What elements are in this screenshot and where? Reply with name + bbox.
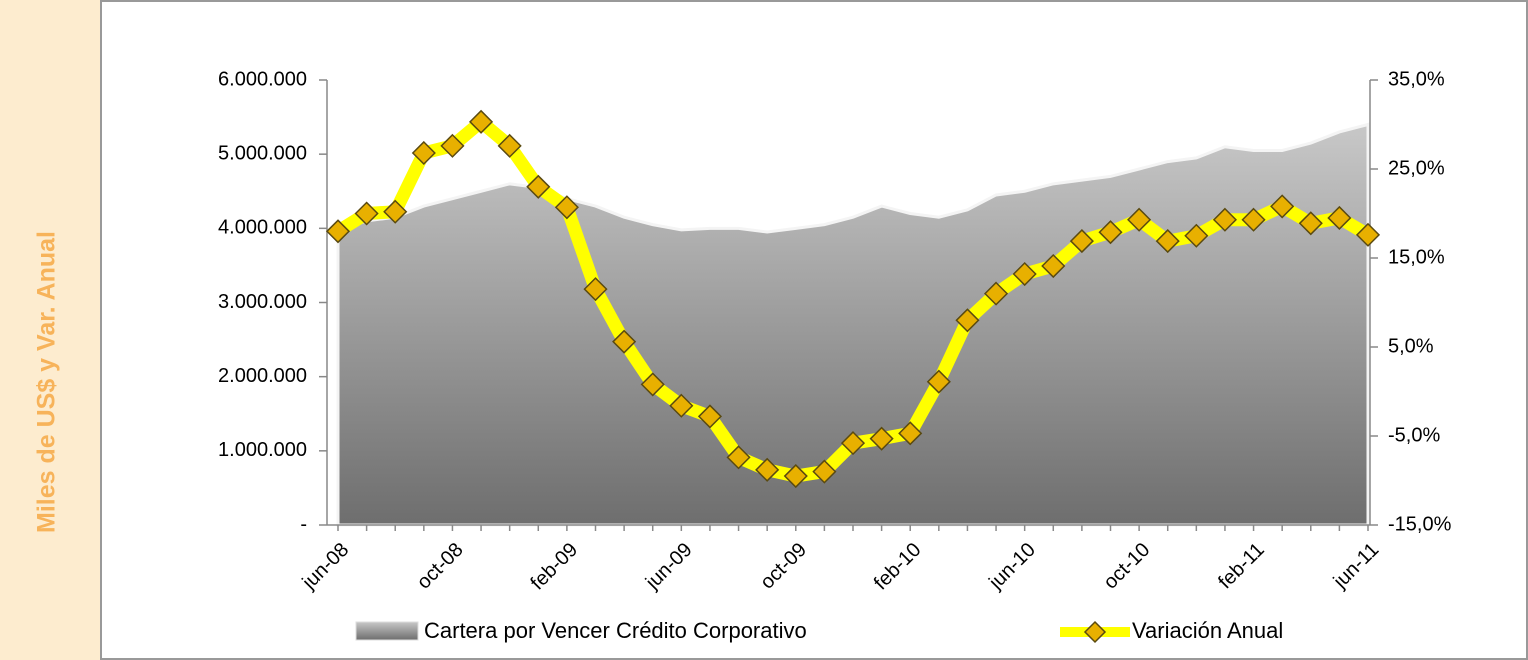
y-tick-label: - bbox=[300, 513, 307, 535]
marker bbox=[612, 329, 637, 354]
y-tick-label: 5.000.000 bbox=[218, 142, 307, 164]
marker bbox=[554, 195, 579, 220]
legend-label: Cartera por Vencer Crédito Corporativo bbox=[424, 618, 807, 643]
legend-marker bbox=[1083, 620, 1107, 644]
marker bbox=[354, 201, 379, 226]
marker bbox=[1155, 229, 1180, 254]
y2-tick-label: -5,0% bbox=[1388, 424, 1440, 446]
y-tick-label: 2.000.000 bbox=[218, 365, 307, 387]
marker bbox=[1069, 229, 1094, 254]
marker bbox=[1212, 207, 1238, 232]
marker bbox=[755, 457, 780, 482]
marker bbox=[983, 281, 1009, 306]
marker bbox=[955, 308, 980, 333]
marker bbox=[583, 277, 608, 302]
marker bbox=[526, 174, 551, 199]
marker bbox=[440, 133, 465, 158]
marker bbox=[1127, 207, 1152, 232]
y-tick-label: 6.000.000 bbox=[218, 68, 307, 90]
y2-tick-label: -15,0% bbox=[1388, 513, 1452, 535]
y2-tick-label: 35,0% bbox=[1388, 68, 1445, 90]
marker bbox=[1327, 205, 1352, 231]
marker bbox=[783, 463, 808, 489]
marker bbox=[1355, 222, 1381, 247]
marker bbox=[1012, 261, 1037, 287]
legend-swatch bbox=[355, 621, 419, 641]
y2-tick-label: 5,0% bbox=[1388, 335, 1434, 357]
y-tick-label: 3.000.000 bbox=[218, 291, 307, 313]
marker bbox=[869, 426, 894, 451]
marker bbox=[898, 421, 923, 446]
marker bbox=[325, 219, 351, 244]
y-tick-label: 4.000.000 bbox=[218, 217, 307, 239]
marker bbox=[840, 431, 866, 456]
legend-label: Variación Anual bbox=[1132, 618, 1283, 643]
marker bbox=[1041, 253, 1066, 279]
marker bbox=[926, 369, 951, 394]
marker bbox=[1270, 194, 1295, 219]
marker bbox=[1298, 211, 1323, 236]
marker bbox=[468, 109, 494, 134]
marker bbox=[497, 133, 522, 158]
marker bbox=[1098, 220, 1123, 245]
marker bbox=[1241, 207, 1266, 232]
marker bbox=[411, 140, 436, 166]
marker bbox=[1184, 223, 1209, 248]
marker bbox=[383, 199, 408, 224]
marker bbox=[669, 393, 694, 418]
y-axis-label: Miles de US$ y Var. Anual bbox=[33, 231, 61, 533]
marker bbox=[726, 445, 751, 470]
marker bbox=[640, 372, 665, 397]
y2-tick-label: 25,0% bbox=[1388, 157, 1445, 179]
marker bbox=[697, 404, 723, 429]
y-tick-label: 1.000.000 bbox=[218, 439, 307, 461]
marker bbox=[812, 459, 837, 484]
y2-tick-label: 15,0% bbox=[1388, 246, 1445, 268]
